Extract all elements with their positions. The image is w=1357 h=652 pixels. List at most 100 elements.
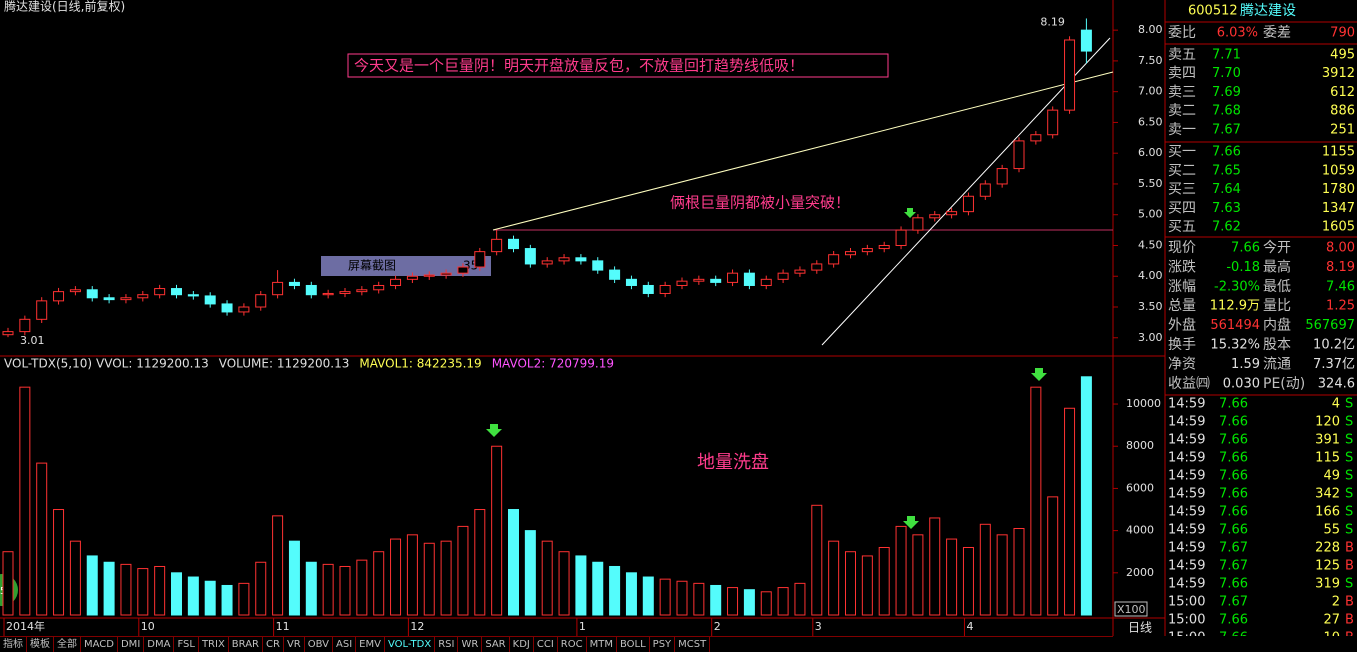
candle-body	[777, 272, 789, 280]
tab[interactable]: OBV	[305, 637, 333, 652]
tab[interactable]: FSL	[174, 637, 199, 652]
trade-time: 15:00	[1168, 595, 1205, 610]
tab[interactable]: BRAR	[229, 637, 263, 652]
quote-label: 委比	[1168, 25, 1196, 41]
trade-time: 14:59	[1168, 433, 1205, 448]
tab[interactable]: WR	[458, 637, 483, 652]
stat-value: 1.59	[1231, 357, 1260, 372]
volume-bar	[625, 572, 637, 616]
trade-volume: 319	[1315, 577, 1340, 592]
candle-body	[1013, 140, 1025, 170]
tab[interactable]: VR	[284, 637, 305, 652]
arrow	[904, 208, 916, 218]
stat-value: 0.030	[1223, 376, 1260, 391]
candle-body	[221, 303, 233, 313]
volume-bar	[996, 534, 1008, 616]
volume-bar	[811, 504, 823, 616]
book-label: 卖三	[1168, 84, 1196, 100]
trade-volume: 49	[1323, 469, 1340, 484]
trade-volume: 4	[1332, 397, 1340, 412]
volume-bar	[373, 551, 385, 616]
book-label: 买五	[1168, 219, 1196, 235]
indicator-value: VVOL: 1129200.13	[96, 357, 209, 371]
tab[interactable]: EMV	[356, 637, 385, 652]
tab[interactable]: RSI	[435, 637, 459, 652]
tab[interactable]: 模板	[27, 637, 54, 652]
tab[interactable]: CR	[263, 637, 284, 652]
book-price: 7.71	[1212, 48, 1241, 63]
trade-time: 14:59	[1168, 451, 1205, 466]
y-tick-label: 6.00	[1138, 146, 1163, 159]
candle-body	[946, 211, 958, 216]
candle-body	[356, 289, 368, 293]
tab[interactable]: MACD	[81, 637, 118, 652]
arrow	[903, 516, 919, 529]
overlay-label: 屏幕截图	[348, 259, 396, 273]
trade-price: 7.67	[1219, 541, 1248, 556]
y-tick-label: 8000	[1126, 439, 1154, 452]
stat-label: 最低	[1263, 279, 1291, 295]
book-price: 7.64	[1212, 182, 1241, 197]
trade-time: 14:59	[1168, 397, 1205, 412]
tab[interactable]: PSY	[650, 637, 676, 652]
indicator-name: VOL-TDX(5,10)	[4, 357, 92, 371]
trade-side: S	[1345, 577, 1353, 592]
stat-value: 8.00	[1326, 241, 1355, 256]
tab[interactable]: MTM	[587, 637, 617, 652]
volume-bar	[912, 534, 924, 616]
candle-body	[592, 260, 604, 271]
trade-side: S	[1345, 505, 1353, 520]
candle-body	[305, 284, 317, 296]
stat-value: -2.30%	[1214, 279, 1260, 294]
book-price: 7.67	[1212, 122, 1241, 137]
tab[interactable]: ROC	[558, 637, 587, 652]
tab[interactable]: SAR	[482, 637, 510, 652]
book-label: 卖二	[1168, 103, 1196, 119]
indicator-value: MAVOL2: 720799.19	[492, 357, 614, 371]
x-tick-label: 1	[579, 620, 586, 633]
volume-bar	[1030, 386, 1042, 616]
candle-body	[1064, 39, 1076, 111]
book-volume: 495	[1330, 48, 1355, 63]
tab[interactable]: ASI	[333, 637, 357, 652]
candle-body	[794, 269, 806, 274]
candle-body	[137, 294, 149, 299]
volume-bar	[929, 517, 941, 616]
x-tick-label: 4	[966, 620, 973, 633]
tab[interactable]: 指标	[0, 637, 27, 652]
volume-bar	[36, 462, 48, 616]
trade-side: S	[1345, 469, 1353, 484]
tab[interactable]: CCI	[534, 637, 558, 652]
volume-bar	[322, 563, 334, 616]
tab[interactable]: TRIX	[199, 637, 229, 652]
candle-body	[69, 289, 81, 293]
volume-bar	[592, 561, 604, 616]
tab[interactable]: DMA	[144, 637, 175, 652]
candle-body	[609, 269, 621, 280]
volume-bar	[255, 561, 267, 616]
candle-body	[440, 272, 452, 276]
stat-value: 561494	[1210, 318, 1260, 333]
tab[interactable]: DMI	[118, 637, 145, 652]
candle-body	[1030, 134, 1042, 142]
y-tick-label: 5.50	[1138, 177, 1163, 190]
tab[interactable]: KDJ	[510, 637, 534, 652]
quote-value: 790	[1330, 26, 1355, 41]
candle-body	[491, 238, 503, 253]
trade-price: 7.66	[1219, 631, 1248, 637]
volume-bar	[457, 525, 469, 616]
volume-bar	[1013, 528, 1025, 616]
volume-bar	[474, 509, 486, 616]
tab[interactable]: BOLL	[617, 637, 650, 652]
candle-body	[693, 278, 705, 282]
volume-bar	[390, 538, 402, 616]
stat-value: 112.9万	[1210, 299, 1260, 314]
tab[interactable]: MCST	[675, 637, 711, 652]
annotation: 地量洗盘	[697, 452, 769, 473]
volume-bar	[69, 540, 81, 616]
volume-bar	[120, 563, 132, 616]
tab[interactable]: 全部	[54, 637, 81, 652]
trade-price: 7.66	[1219, 577, 1248, 592]
candle-body	[575, 257, 587, 262]
tab[interactable]: VOL-TDX	[385, 637, 436, 652]
